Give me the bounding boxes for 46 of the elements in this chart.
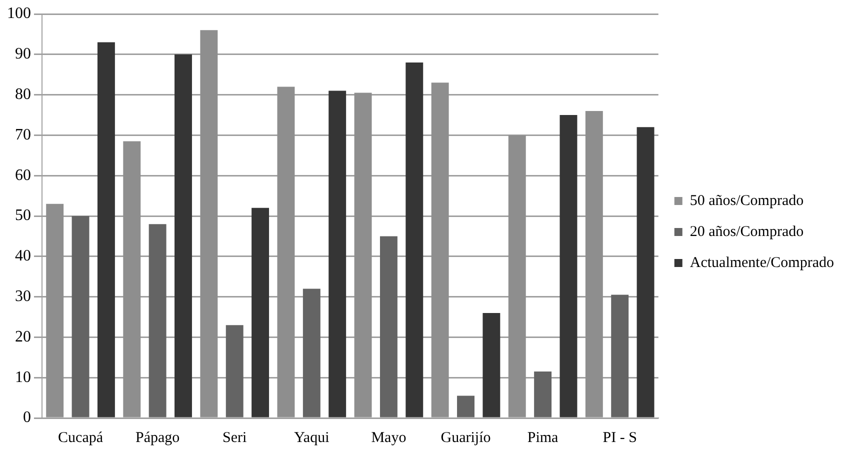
bar — [174, 54, 192, 418]
bar — [482, 312, 500, 418]
bar — [302, 288, 320, 418]
bar — [354, 92, 372, 418]
x-tick-label: Pápago — [135, 430, 180, 446]
y-tick-label: 0 — [23, 409, 31, 426]
bar — [636, 127, 654, 418]
y-tick-label: 100 — [7, 5, 31, 22]
y-tick-label: 20 — [15, 328, 31, 346]
bar — [46, 204, 64, 418]
bar — [380, 236, 398, 418]
bar — [226, 325, 244, 418]
bar — [97, 42, 115, 418]
bar — [457, 396, 474, 418]
bar — [328, 90, 346, 418]
bar — [508, 135, 526, 418]
x-tick-label: PI - S — [602, 430, 637, 446]
bar — [148, 224, 166, 418]
bar — [431, 82, 449, 418]
bar — [560, 115, 578, 418]
legend-label: 50 años/Comprado — [690, 192, 804, 209]
bar — [277, 86, 295, 418]
bar — [534, 372, 552, 418]
y-tick-label: 50 — [15, 207, 31, 224]
x-tick-label: Seri — [222, 430, 247, 446]
y-tick-label: 30 — [15, 288, 31, 306]
x-tick-label: Pima — [527, 430, 559, 446]
bar — [585, 110, 603, 418]
bar — [252, 208, 270, 418]
x-tick-label: Yaqui — [294, 430, 330, 446]
bar — [611, 294, 629, 418]
y-tick-label: 10 — [15, 368, 31, 386]
x-tick-label: Guarijío — [440, 430, 491, 446]
y-tick-label: 40 — [15, 248, 31, 265]
bar — [406, 62, 424, 418]
x-tick-label: Cucapá — [58, 430, 104, 446]
legend-label: 20 años/Comprado — [690, 224, 804, 240]
y-tick-label: 60 — [15, 166, 31, 184]
bar — [72, 216, 90, 418]
y-tick-label: 80 — [15, 86, 31, 104]
x-tick-label: Mayo — [371, 430, 406, 446]
legend-label: Actualmente/Comprado — [690, 254, 834, 271]
bar — [123, 141, 141, 418]
y-tick-label: 90 — [15, 46, 31, 63]
y-tick-label: 70 — [15, 126, 31, 144]
bar — [200, 30, 218, 418]
